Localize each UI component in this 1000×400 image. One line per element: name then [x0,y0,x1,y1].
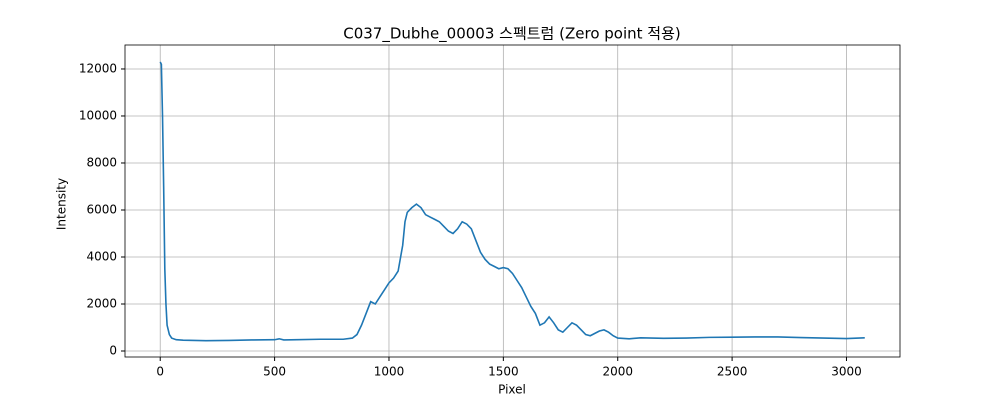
x-tick-label: 1000 [374,365,405,379]
x-tick-label: 3000 [831,365,862,379]
x-tick-label: 2500 [717,365,748,379]
x-tick-label: 0 [156,365,164,379]
y-tick-label: 4000 [86,249,117,263]
x-tick-label: 2000 [602,365,633,379]
y-tick-label: 2000 [86,297,117,311]
y-tick-label: 8000 [86,155,117,169]
data-line [159,61,865,342]
y-tick-label: 0 [109,344,117,358]
x-tick-label: 500 [263,365,286,379]
chart-title: C037_Dubhe_00003 스펙트럼 (Zero point 적용) [343,25,681,44]
y-tick-label: 12000 [79,61,117,75]
y-axis-label: Intensity [55,178,69,230]
y-tick-label: 6000 [86,202,117,216]
plot-frame [124,44,901,358]
x-axis-label: Pixel [498,383,526,397]
y-tick-label: 10000 [79,108,117,122]
x-tick-label: 1500 [488,365,519,379]
